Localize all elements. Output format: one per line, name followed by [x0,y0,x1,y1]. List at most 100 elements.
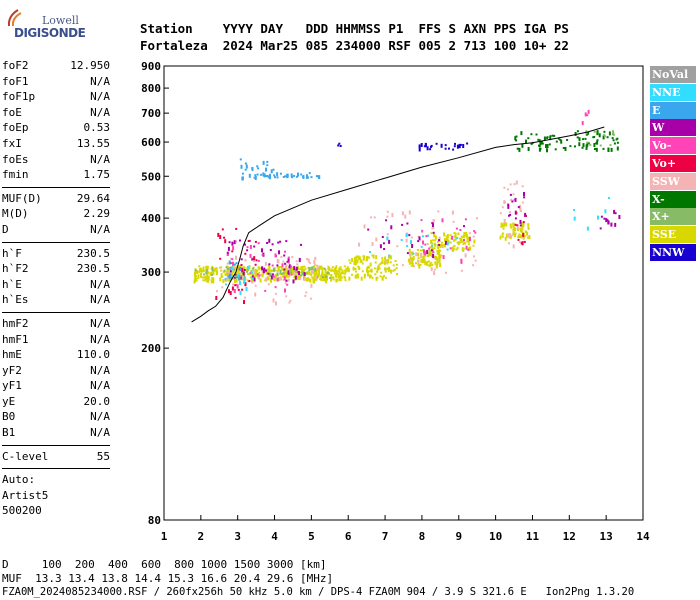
echo-point [431,245,434,250]
echo-point [421,235,424,238]
x-tick-label: 14 [636,530,650,543]
echo-point [241,176,244,181]
echo-point [316,175,319,178]
echo-point [553,134,556,137]
echo-point [573,216,576,221]
echo-point [501,233,504,236]
echo-point [307,176,310,179]
echo-point [357,255,360,260]
echo-point [408,262,411,265]
echo-point [366,270,369,275]
echo-point [206,265,209,270]
echo-point [476,217,478,220]
echo-point [287,258,290,263]
param-row: MUF(D) 29.64 [2,191,110,207]
echo-point [241,268,244,272]
echo-point [226,262,229,265]
echo-point [612,139,615,142]
echo-point [317,274,320,277]
echo-point [519,219,522,224]
echo-point [514,227,516,232]
echo-point [258,275,261,280]
echo-point [442,244,445,247]
echo-point [472,264,475,267]
echo-point [241,172,244,175]
echo-point [282,278,285,281]
echo-point [421,249,424,252]
echo-point [330,274,333,278]
echo-point [428,254,431,257]
echo-point [419,264,422,266]
echo-point [538,139,541,142]
echo-point [318,270,320,275]
echo-point [503,222,506,225]
echo-point [385,261,388,264]
param-row: foEs N/A [2,152,110,168]
muf-table: D 100 200 400 600 800 1000 1500 3000 [km… [2,558,333,586]
echo-point [388,254,391,257]
echo-point [251,277,254,280]
echo-point [314,258,317,261]
echo-point [207,276,210,278]
echo-point [253,176,256,179]
echo-point [300,274,302,277]
echo-point [381,236,384,238]
echo-point [261,253,264,256]
echo-point [310,272,313,277]
echo-point [279,240,282,243]
echo-point [285,271,287,274]
echo-point [324,270,327,272]
echo-point [438,249,440,254]
echo-point [222,279,225,283]
echo-point [527,227,530,230]
echo-point [339,279,342,282]
param-row: fmin 1.75 [2,167,110,183]
param-row: yF2 N/A [2,363,110,379]
echo-point [322,276,324,278]
echo-point [257,259,260,262]
echo-point [371,242,374,246]
echo-point [349,262,352,264]
x-tick-label: 6 [345,530,352,543]
echo-point [434,256,437,259]
echo-point [608,131,611,136]
param-name: foEs [2,152,29,166]
echo-point [433,234,436,237]
echo-point [276,277,279,282]
param-row: foE N/A [2,105,110,121]
echo-point [224,274,227,276]
echo-point [237,273,240,278]
echo-point [463,241,466,244]
echo-point [211,277,214,281]
echo-point [243,278,246,283]
echo-point [228,279,231,282]
echo-point [284,288,286,293]
echo-point [386,268,389,270]
echo-point [306,277,308,282]
echo-point [516,147,519,150]
echo-point [272,168,275,171]
echo-point [358,268,361,270]
x-tick-label: 1 [161,530,168,543]
echo-point [523,240,526,243]
echo-point [461,240,464,243]
echo-point [527,147,530,151]
echo-point [339,145,342,147]
echo-point [232,261,234,266]
echo-point [474,231,477,234]
echo-point [473,239,476,244]
echo-point [355,270,357,273]
echo-point [426,243,429,245]
echo-point [295,260,298,263]
echo-point [281,272,283,275]
echo-point [212,273,215,275]
echo-point [285,272,288,277]
echo-point [459,229,462,231]
echo-point [226,253,229,256]
echo-point [266,175,269,177]
echo-point [515,212,518,215]
echo-point [287,261,290,264]
echo-point [304,294,307,297]
echo-point [520,242,523,245]
echo-point [464,232,467,235]
